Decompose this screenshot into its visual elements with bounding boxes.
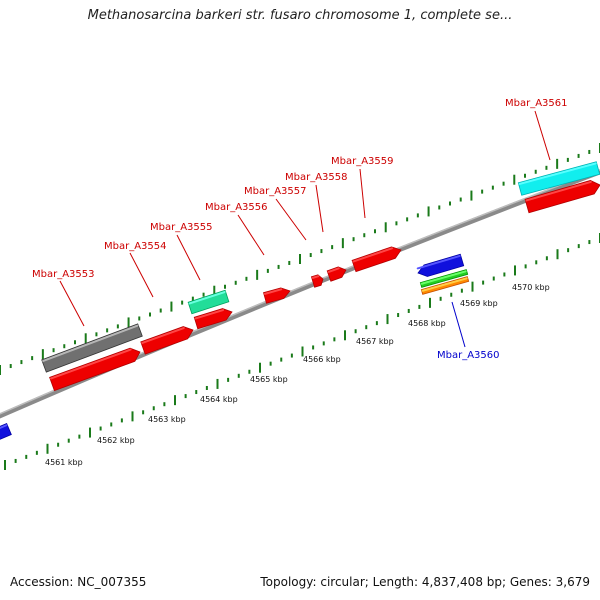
feature-Mbar_A3553: [49, 347, 141, 392]
label-Mbar_A3558: Mbar_A3558: [285, 172, 348, 183]
feature-Mbar_A3555: [193, 308, 233, 330]
label-Mbar_A3556: Mbar_A3556: [205, 202, 268, 213]
feature-highlight-Mbar_A3556: [263, 288, 283, 295]
feature-highlight-Mbar_A3560: [416, 254, 461, 270]
feature-highlight-left-blue-feature: [0, 424, 8, 429]
ruler-label-9: 4570 kbp: [512, 283, 550, 292]
summary-text: Topology: circular; Length: 4,837,408 bp…: [260, 575, 590, 589]
outer-tick-ruler: [0, 143, 600, 375]
feature-cyan-feature: [517, 161, 600, 196]
leader-Mbar_A3554: [129, 252, 154, 298]
leader-Mbar_A3561: [534, 110, 551, 161]
accession-text: Accession: NC_007355: [10, 575, 147, 589]
label-leaders: [59, 110, 551, 348]
map-title: Methanosarcina barkeri str. fusaro chrom…: [87, 8, 513, 23]
labels: 4561 kbp 4562 kbp 4563 kbp 4564 kbp 4565 kbp…: [32, 98, 568, 467]
ruler-label-7: 4568 kbp: [408, 319, 446, 328]
feature-highlight-Mbar_A3559: [352, 247, 393, 263]
feature-highlight-green-feature: [420, 270, 467, 285]
feature-Mbar_A3561: [524, 180, 600, 214]
ruler-label-8: 4569 kbp: [460, 299, 498, 308]
ruler-label-1: 4562 kbp: [97, 436, 135, 445]
feature-highlight-cyan-feature: [518, 162, 597, 185]
backbone: [0, 169, 600, 419]
feature-highlight-Mbar_A3554: [141, 327, 185, 344]
ruler-label-4: 4565 kbp: [250, 375, 288, 384]
ruler-label-2: 4563 kbp: [148, 415, 186, 424]
ruler-label-3: 4564 kbp: [200, 395, 238, 404]
label-Mbar_A3555: Mbar_A3555: [150, 222, 213, 233]
feature-highlight-orange-feature: [421, 277, 468, 292]
feature-highlight-Mbar_A3557: [311, 275, 320, 279]
label-Mbar_A3557: Mbar_A3557: [244, 186, 307, 197]
features: [0, 161, 600, 440]
feature-Mbar_A3559: [351, 246, 402, 273]
leader-Mbar_A3560: [451, 301, 466, 348]
feature-highlight-Mbar_A3553: [50, 348, 132, 380]
label-Mbar_A3559: Mbar_A3559: [331, 156, 394, 167]
inner-tick-ruler: [4, 233, 600, 470]
feature-teal-feature: [187, 289, 230, 315]
feature-Mbar_A3554: [140, 326, 194, 355]
feature-highlight-Mbar_A3558: [327, 267, 340, 273]
ruler-label-5: 4566 kbp: [303, 355, 341, 364]
leader-Mbar_A3553: [59, 280, 85, 327]
backbone-line: [0, 169, 600, 419]
feature-highlight-Mbar_A3555: [194, 309, 225, 320]
ruler-label-6: 4567 kbp: [356, 337, 394, 346]
feature-highlight-gray-feature: [42, 324, 139, 362]
label-Mbar_A3560: Mbar_A3560: [437, 350, 500, 361]
label-Mbar_A3553: Mbar_A3553: [32, 269, 95, 280]
leader-Mbar_A3556: [237, 214, 265, 256]
leader-Mbar_A3557: [275, 198, 307, 241]
ruler-label-0: 4561 kbp: [45, 458, 83, 467]
leader-Mbar_A3558: [315, 184, 324, 233]
leader-Mbar_A3559: [359, 168, 366, 219]
label-Mbar_A3561: Mbar_A3561: [505, 98, 568, 109]
feature-highlight-teal-feature: [188, 291, 226, 305]
feature-highlight-Mbar_A3561: [525, 180, 592, 202]
label-Mbar_A3554: Mbar_A3554: [104, 241, 167, 252]
leader-Mbar_A3555: [176, 234, 201, 281]
feature-gray-feature: [41, 323, 143, 373]
